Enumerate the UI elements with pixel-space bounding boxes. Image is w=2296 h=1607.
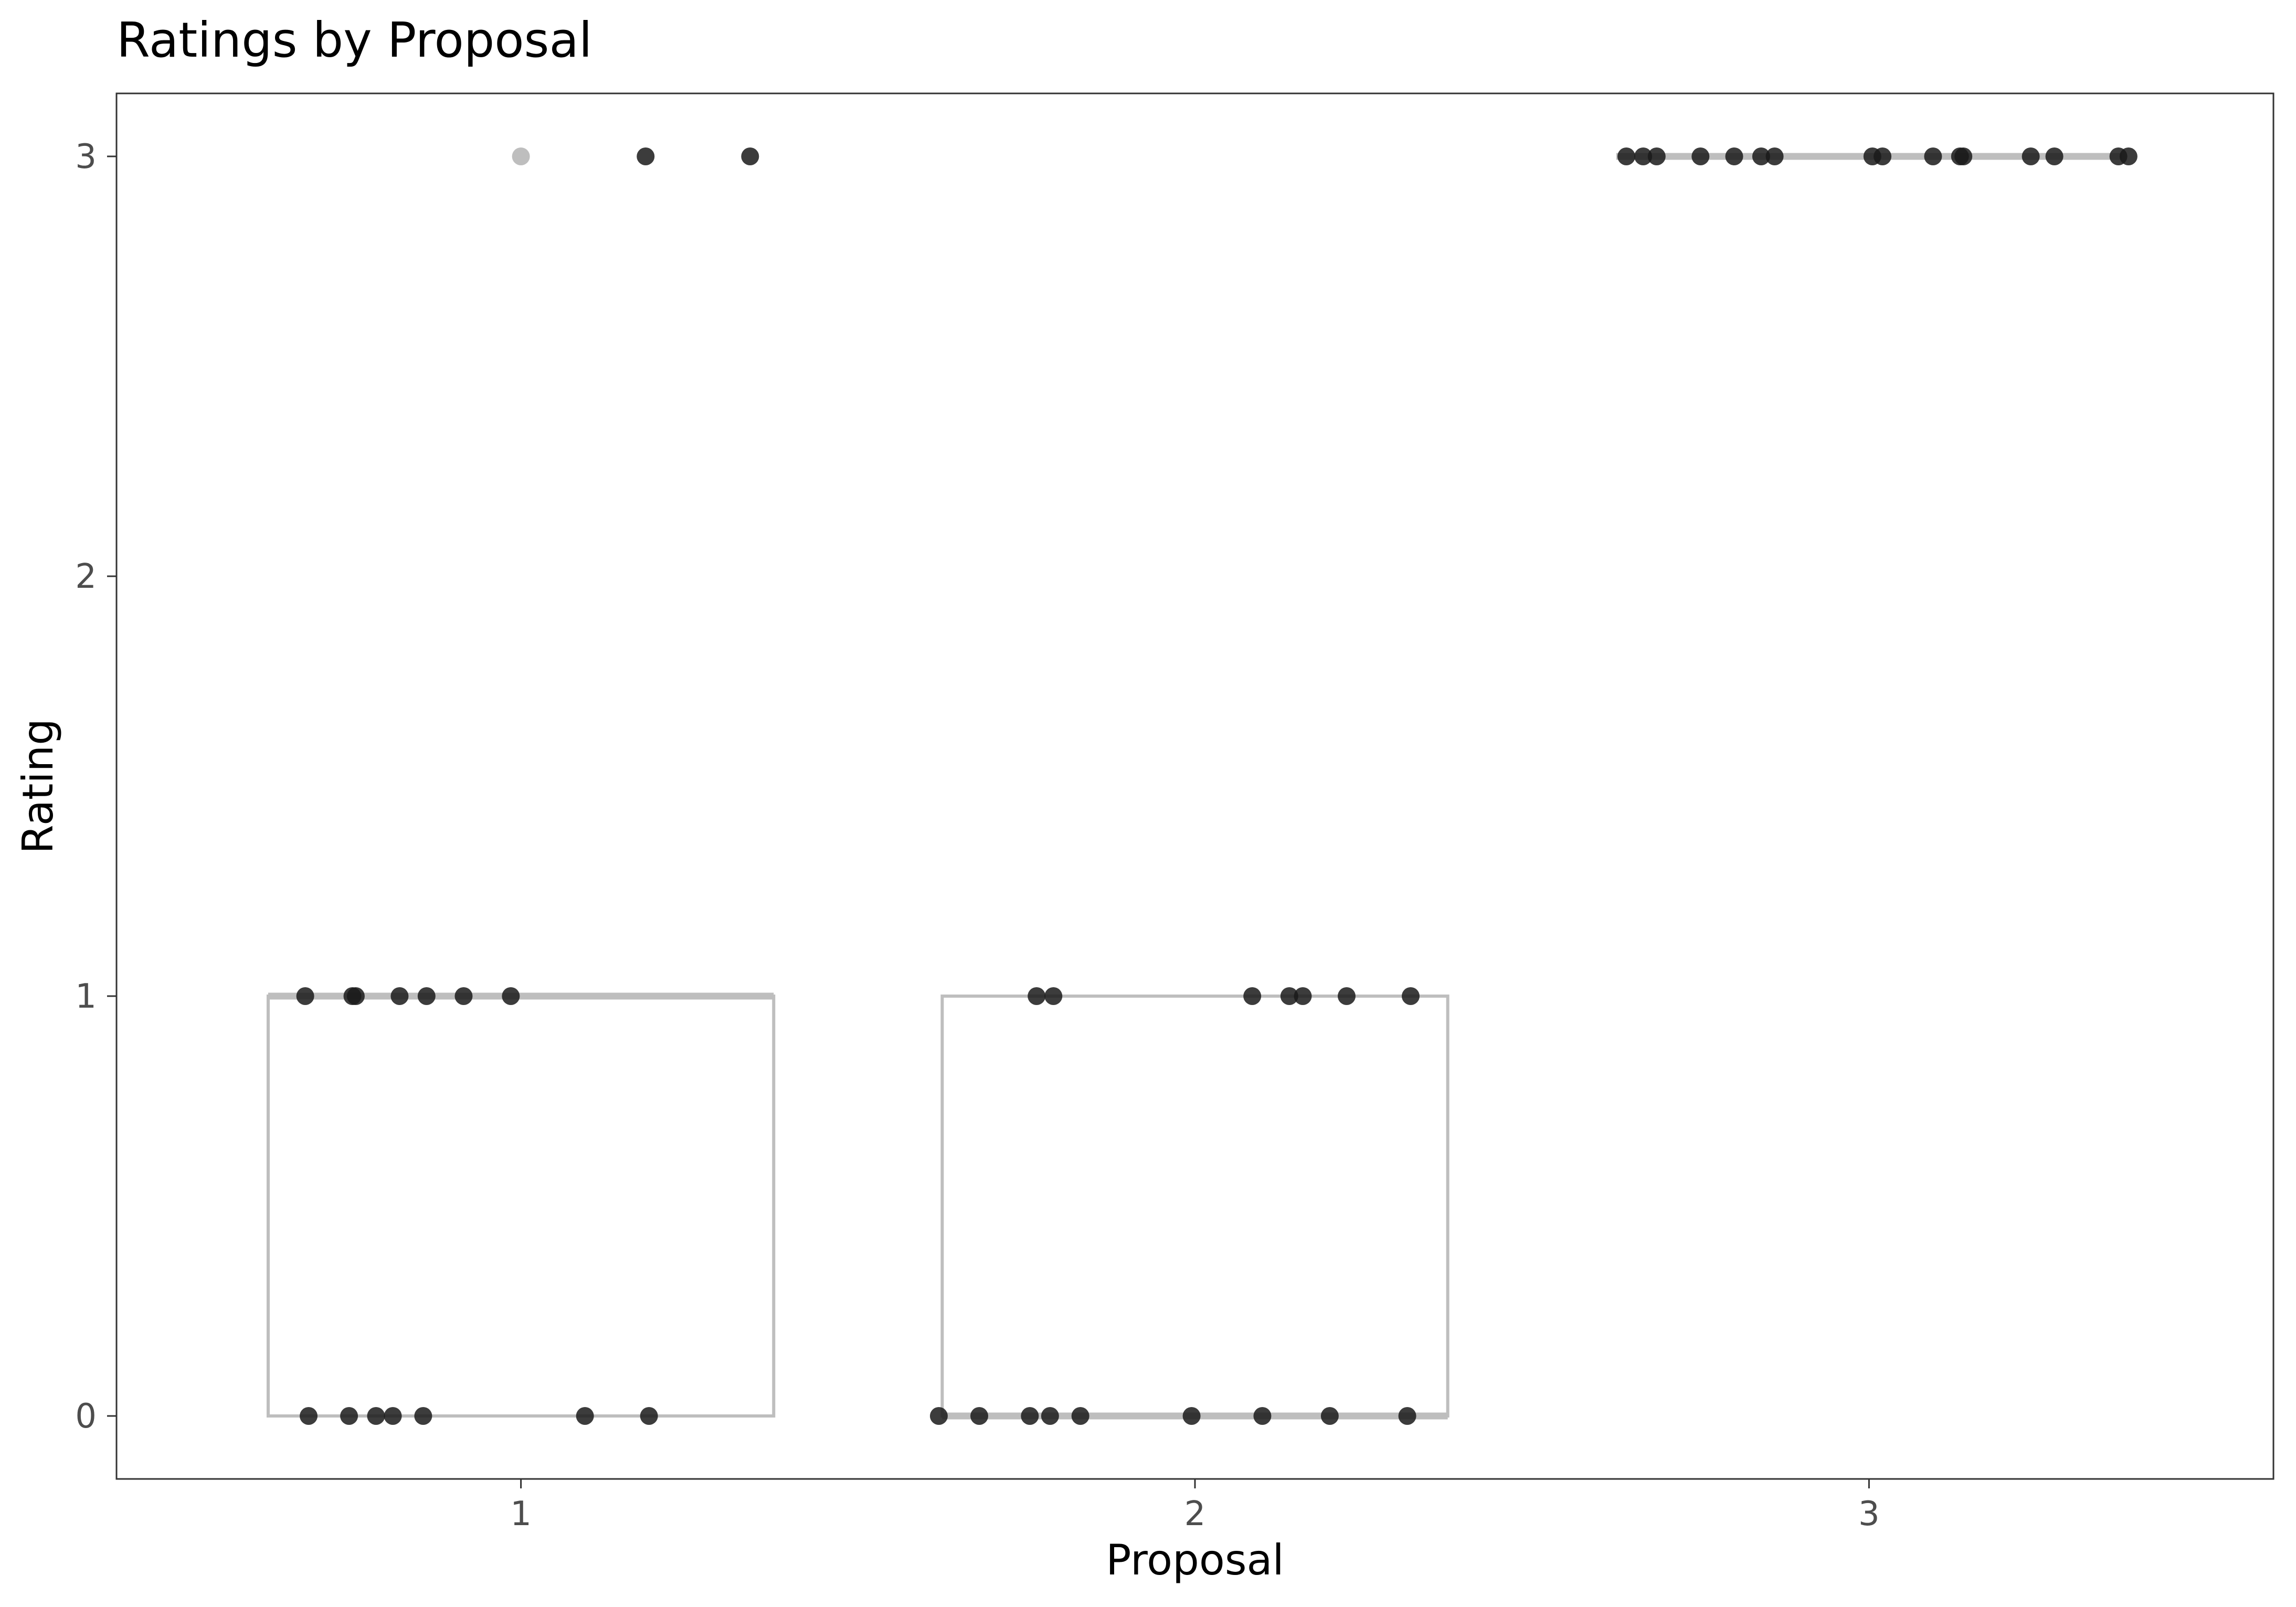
- data-point: [1041, 1407, 1059, 1425]
- data-point: [296, 987, 314, 1005]
- box-iqr: [266, 995, 776, 1418]
- data-point: [1765, 147, 1784, 165]
- data-point: [1044, 987, 1063, 1005]
- jitter-points-layer: [296, 147, 2138, 1425]
- data-point: [2119, 147, 2138, 165]
- data-point: [1954, 147, 1973, 165]
- x-tick-label: 1: [510, 1495, 532, 1534]
- data-point: [970, 1407, 988, 1425]
- data-point: [1337, 987, 1356, 1005]
- data-point: [2022, 147, 2040, 165]
- data-point: [367, 1407, 385, 1425]
- data-point: [1402, 987, 1420, 1005]
- data-point: [741, 147, 759, 165]
- data-point: [300, 1407, 318, 1425]
- y-axis-title: Rating: [14, 718, 62, 854]
- x-tick-label: 2: [1184, 1495, 1206, 1534]
- data-point: [340, 1407, 358, 1425]
- data-point: [1071, 1407, 1089, 1425]
- data-point: [640, 1407, 658, 1425]
- data-point: [346, 987, 365, 1005]
- data-point: [576, 1407, 594, 1425]
- data-point: [1634, 147, 1653, 165]
- boxplot-2: [940, 995, 1449, 1420]
- boxplot-1: [266, 147, 776, 1418]
- data-point: [1617, 147, 1635, 165]
- data-point: [502, 987, 520, 1005]
- data-point: [1253, 1407, 1272, 1425]
- plot-panel-border: [115, 92, 2274, 1480]
- outlier-point: [512, 147, 530, 165]
- x-tick-label: 3: [1858, 1495, 1880, 1534]
- data-point: [929, 1407, 948, 1425]
- data-point: [1294, 987, 1312, 1005]
- chart-title: Ratings by Proposal: [117, 12, 592, 68]
- data-point: [390, 987, 409, 1005]
- data-point: [454, 987, 473, 1005]
- data-point: [1280, 987, 1298, 1005]
- data-point: [1398, 1407, 1416, 1425]
- data-point: [1691, 147, 1710, 165]
- data-point: [1320, 1407, 1339, 1425]
- data-point: [417, 987, 436, 1005]
- data-point: [1874, 147, 1892, 165]
- data-point: [1752, 147, 1770, 165]
- data-point: [1725, 147, 1743, 165]
- y-tick-label: 0: [75, 1397, 97, 1436]
- data-point: [2045, 147, 2064, 165]
- data-point: [1182, 1407, 1201, 1425]
- box-iqr: [940, 995, 1449, 1418]
- data-point: [637, 147, 655, 165]
- data-point: [414, 1407, 432, 1425]
- x-axis-title: Proposal: [1106, 1536, 1284, 1584]
- y-tick-label: 3: [75, 138, 97, 176]
- data-point: [1243, 987, 1262, 1005]
- data-point: [1021, 1407, 1039, 1425]
- boxplot-layer: [266, 147, 2122, 1420]
- data-point: [1647, 147, 1666, 165]
- y-tick-label: 1: [75, 977, 97, 1016]
- axes-layer: 1 2 3 0 1 2 3: [75, 138, 1879, 1534]
- data-point: [384, 1407, 402, 1425]
- data-point: [1924, 147, 1942, 165]
- data-point: [1028, 987, 1046, 1005]
- y-tick-label: 2: [75, 557, 97, 596]
